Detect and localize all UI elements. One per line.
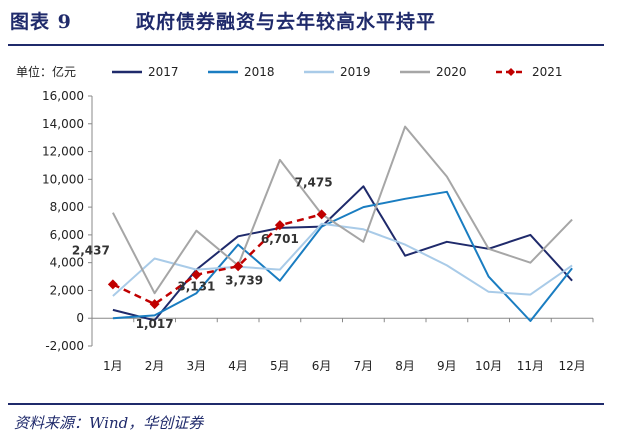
data-point-2021 bbox=[316, 209, 327, 220]
x-tick-label: 9月 bbox=[437, 359, 457, 373]
y-tick-label: 16,000 bbox=[42, 89, 84, 103]
legend-label-2019: 2019 bbox=[340, 65, 371, 79]
x-tick-label: 8月 bbox=[395, 359, 415, 373]
x-tick-label: 11月 bbox=[517, 359, 544, 373]
legend-marker-2021 bbox=[507, 68, 515, 76]
unit-label: 单位：亿元 bbox=[16, 64, 76, 79]
data-label: 3,131 bbox=[177, 280, 215, 294]
data-point-2021 bbox=[107, 279, 118, 290]
series-line-2019 bbox=[112, 222, 573, 297]
y-tick-label: 10,000 bbox=[42, 172, 84, 186]
series-line-2017 bbox=[112, 185, 573, 322]
y-tick-label: 4,000 bbox=[50, 256, 84, 270]
y-tick-label: 14,000 bbox=[42, 117, 84, 131]
x-tick-label: 12月 bbox=[558, 359, 585, 373]
data-label: 1,017 bbox=[136, 317, 174, 331]
data-label: 3,739 bbox=[225, 273, 263, 287]
data-point-2021 bbox=[233, 261, 244, 272]
data-label: 2,437 bbox=[72, 243, 110, 257]
y-tick-label: 2,000 bbox=[50, 283, 84, 297]
series-line-2020 bbox=[112, 125, 573, 295]
x-tick-label: 4月 bbox=[228, 359, 248, 373]
data-label: 7,475 bbox=[295, 175, 333, 189]
x-tick-label: 1月 bbox=[103, 359, 123, 373]
data-point-2021 bbox=[149, 299, 160, 310]
y-tick-label: 6,000 bbox=[50, 228, 84, 242]
y-tick-label: 8,000 bbox=[50, 200, 84, 214]
header: 图表 9 政府债券融资与去年较高水平持平 bbox=[0, 0, 620, 46]
line-chart: 单位：亿元 2017 2018 2019 2020 2021 -2,000 0 2,000 4,0… bbox=[16, 64, 594, 373]
y-tick-label: 12,000 bbox=[42, 145, 84, 159]
series-line-2018 bbox=[112, 190, 573, 322]
y-tick-label: -2,000 bbox=[45, 339, 84, 353]
legend-label-2017: 2017 bbox=[148, 65, 179, 79]
source-note: 资料来源：Wind，华创证券 bbox=[14, 414, 204, 432]
y-tick-label: 0 bbox=[76, 311, 84, 325]
x-tick-label: 6月 bbox=[312, 359, 332, 373]
data-label: 6,701 bbox=[261, 232, 299, 246]
bottom-rule bbox=[8, 403, 604, 405]
top-rule bbox=[8, 44, 604, 46]
series-line-2021 bbox=[112, 213, 322, 306]
x-tick-label: 7月 bbox=[354, 359, 374, 373]
data-point-2021 bbox=[191, 269, 202, 280]
x-tick-label: 10月 bbox=[475, 359, 502, 373]
x-tick-label: 3月 bbox=[187, 359, 207, 373]
x-tick-label: 2月 bbox=[145, 359, 165, 373]
legend-label-2020: 2020 bbox=[436, 65, 467, 79]
figure-title: 政府债券融资与去年较高水平持平 bbox=[136, 11, 437, 33]
figure-number: 图表 9 bbox=[10, 11, 72, 33]
legend-label-2018: 2018 bbox=[244, 65, 275, 79]
x-tick-label: 5月 bbox=[270, 359, 290, 373]
data-point-2021 bbox=[274, 220, 285, 231]
legend-label-2021: 2021 bbox=[532, 65, 563, 79]
